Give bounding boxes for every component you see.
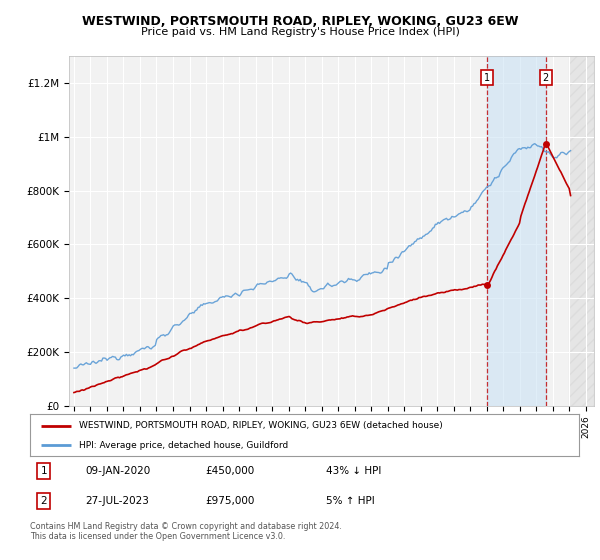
Text: 1: 1 — [40, 466, 47, 476]
Text: WESTWIND, PORTSMOUTH ROAD, RIPLEY, WOKING, GU23 6EW (detached house): WESTWIND, PORTSMOUTH ROAD, RIPLEY, WOKIN… — [79, 421, 443, 430]
Text: 27-JUL-2023: 27-JUL-2023 — [85, 496, 149, 506]
Text: WESTWIND, PORTSMOUTH ROAD, RIPLEY, WOKING, GU23 6EW: WESTWIND, PORTSMOUTH ROAD, RIPLEY, WOKIN… — [82, 15, 518, 28]
Text: £975,000: £975,000 — [206, 496, 255, 506]
Text: Contains HM Land Registry data © Crown copyright and database right 2024.
This d: Contains HM Land Registry data © Crown c… — [30, 522, 342, 542]
Bar — [487, 56, 545, 406]
Bar — [569, 56, 594, 406]
Text: 5% ↑ HPI: 5% ↑ HPI — [326, 496, 375, 506]
Text: Price paid vs. HM Land Registry's House Price Index (HPI): Price paid vs. HM Land Registry's House … — [140, 27, 460, 37]
Text: HPI: Average price, detached house, Guildford: HPI: Average price, detached house, Guil… — [79, 441, 289, 450]
Text: £450,000: £450,000 — [206, 466, 255, 476]
Text: 43% ↓ HPI: 43% ↓ HPI — [326, 466, 382, 476]
Text: 2: 2 — [40, 496, 47, 506]
Text: 09-JAN-2020: 09-JAN-2020 — [85, 466, 150, 476]
Text: 2: 2 — [542, 73, 549, 82]
Text: 1: 1 — [484, 73, 490, 82]
